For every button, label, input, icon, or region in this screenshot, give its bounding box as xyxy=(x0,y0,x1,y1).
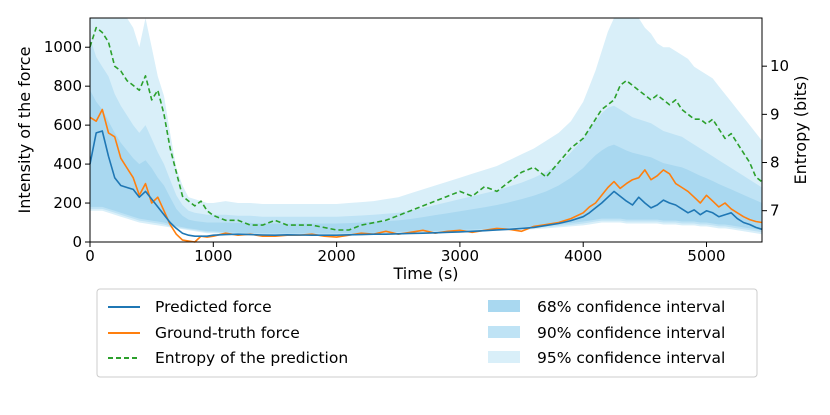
y-tick-label: 400 xyxy=(53,155,82,173)
y2-tick-label: 10 xyxy=(770,57,789,75)
band-68-confidence xyxy=(90,90,762,234)
lines-layer xyxy=(89,26,763,243)
legend-label-predicted: Predicted force xyxy=(155,298,272,316)
legend-label-ci95: 95% confidence interval xyxy=(537,349,725,367)
series-line-ground-truth xyxy=(89,108,763,243)
x-tick-label: 2000 xyxy=(318,247,356,265)
x-axis-label: Time (s) xyxy=(392,264,458,283)
y-tick-label: 800 xyxy=(53,77,82,95)
y-axis-left: 0 200 400 600 800 1000 xyxy=(44,38,90,251)
bands-layer xyxy=(90,18,762,236)
legend: Predicted force Ground-truth force Entro… xyxy=(96,288,758,378)
legend-label-ci90: 90% confidence interval xyxy=(537,324,725,342)
legend-box xyxy=(96,288,758,378)
y2-tick-label: 9 xyxy=(770,105,780,123)
y-tick-label: 1000 xyxy=(44,38,82,56)
x-tick-label: 5000 xyxy=(687,247,725,265)
y-tick-label: 600 xyxy=(53,116,82,134)
y2-tick-label: 8 xyxy=(770,154,780,172)
y-tick-label: 200 xyxy=(53,194,82,212)
legend-label-ground-truth: Ground-truth force xyxy=(155,324,300,342)
y-axis-label: Intensity of the force xyxy=(15,47,34,214)
series-line-predicted xyxy=(89,130,763,237)
plot-frame xyxy=(89,17,763,243)
y2-axis-label: Entropy (bits) xyxy=(791,76,810,185)
legend-swatch-ci68 xyxy=(488,300,520,312)
x-tick-label: 0 xyxy=(85,247,95,265)
series-line-entropy xyxy=(89,26,763,231)
legend-label-ci68: 68% confidence interval xyxy=(537,298,725,316)
legend-swatch-ci90 xyxy=(488,326,520,338)
x-axis: 0 1000 2000 3000 4000 5000 xyxy=(85,242,726,265)
x-tick-label: 4000 xyxy=(564,247,602,265)
y2-tick-label: 7 xyxy=(770,202,780,220)
y-axis-right: 7 8 9 10 xyxy=(762,57,789,220)
legend-label-entropy: Entropy of the prediction xyxy=(155,349,348,367)
x-tick-label: 1000 xyxy=(194,247,232,265)
legend-swatch-ci95 xyxy=(488,351,520,363)
x-tick-label: 3000 xyxy=(441,247,479,265)
y-tick-label: 0 xyxy=(72,233,82,251)
